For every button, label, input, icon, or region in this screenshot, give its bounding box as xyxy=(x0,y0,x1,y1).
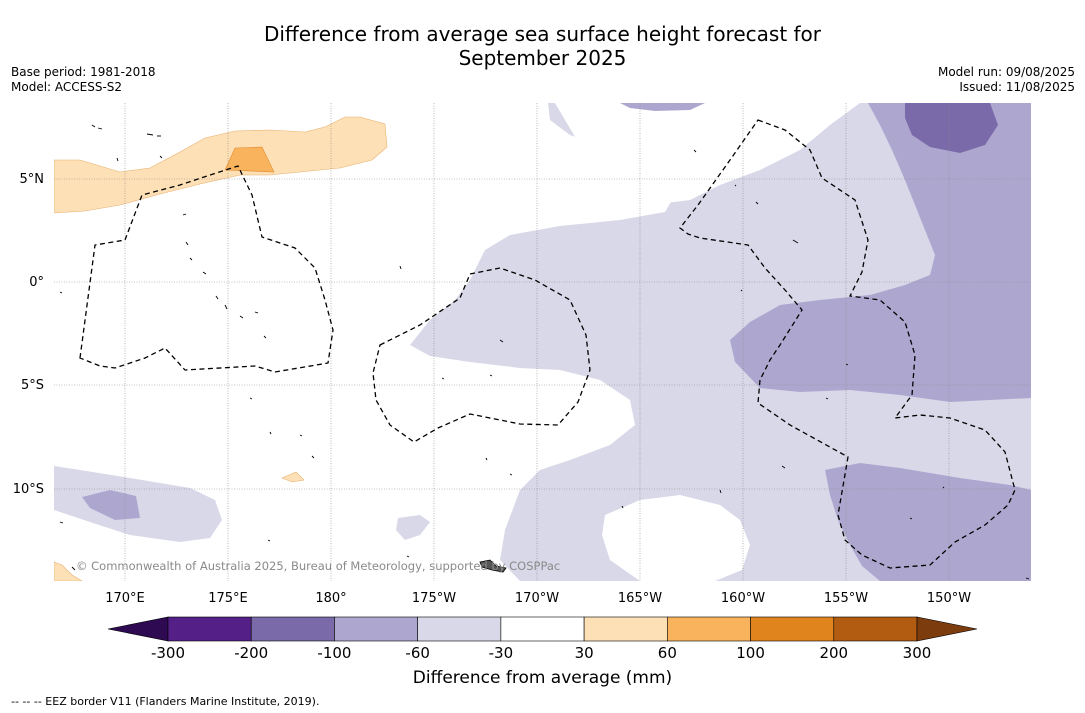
issued-date: Issued: 11/08/2025 xyxy=(959,80,1075,94)
lat-label: 0° xyxy=(29,275,44,290)
colorbar-segment xyxy=(750,616,835,642)
colorbar-segment xyxy=(500,616,585,642)
light-purple-region-sw xyxy=(54,466,222,542)
base-period: Base period: 1981-2018 xyxy=(11,65,156,79)
gridlines xyxy=(54,103,1031,581)
anomaly-medium-purple xyxy=(82,103,1031,581)
anomaly-light-purple xyxy=(54,103,1031,581)
colorbar-segment xyxy=(334,616,418,642)
meta-right: Model run: 09/08/2025 Issued: 11/08/2025 xyxy=(938,65,1075,95)
dark-purple-region xyxy=(905,103,998,153)
title-line-2: September 2025 xyxy=(458,46,627,70)
colorbar-label: 200 xyxy=(819,644,848,662)
lat-tick-labels: 5°N 0° 5°S 10°S xyxy=(13,172,44,497)
colorbar-label: -300 xyxy=(151,644,185,662)
colorbar-segment xyxy=(833,616,918,642)
colorbar-label: 100 xyxy=(736,644,765,662)
light-purple-region-small xyxy=(396,515,430,540)
islands xyxy=(59,124,1030,580)
colorbar-label: 300 xyxy=(903,644,932,662)
lon-label: 175°E xyxy=(208,591,248,606)
title-line-1: Difference from average sea surface heig… xyxy=(263,22,822,46)
meta-left: Base period: 1981-2018 Model: ACCESS-S2 xyxy=(11,65,156,95)
medium-purple-region-se xyxy=(825,463,1031,581)
neutral-hole-north xyxy=(555,103,860,205)
colorbar: -300 -200 -100 -60 -30 30 60 100 200 300 xyxy=(107,616,978,662)
island-samoa xyxy=(479,559,507,573)
light-purple-region-main xyxy=(410,103,1031,581)
colorbar-label: 60 xyxy=(658,644,677,662)
light-orange-region-sw xyxy=(54,561,83,581)
eez-border-kiribati-gilberts xyxy=(79,165,334,373)
lon-label: 175°W xyxy=(412,591,456,606)
lon-tick-labels: 170°E 175°E 180° 175°W 170°W 165°W 160°W… xyxy=(105,591,971,606)
lon-label: 170°W xyxy=(515,591,559,606)
lon-label: 165°W xyxy=(618,591,662,606)
colorbar-label: -30 xyxy=(489,644,514,662)
eez-legend-note: -- -- -- EEZ border V11 (Flanders Marine… xyxy=(11,695,320,708)
lat-label: 5°N xyxy=(20,172,45,187)
colorbar-segment xyxy=(583,616,668,642)
colorbar-segment xyxy=(250,616,335,642)
model-name: Model: ACCESS-S2 xyxy=(11,80,123,94)
lon-label: 150°W xyxy=(927,591,971,606)
eez-borders xyxy=(79,119,1016,569)
light-orange-region-small xyxy=(281,471,305,483)
model-run: Model run: 09/08/2025 xyxy=(937,65,1075,79)
colorbar-segment xyxy=(667,616,751,642)
lat-label: 10°S xyxy=(13,482,44,497)
lon-label: 155°W xyxy=(824,591,868,606)
colorbar-label: 30 xyxy=(575,644,594,662)
map-title: Difference from average sea surface heig… xyxy=(0,22,1085,70)
medium-purple-region-east xyxy=(730,103,1031,402)
colorbar-segment xyxy=(417,616,502,642)
colorbar-over-arrow xyxy=(916,616,978,642)
colorbar-under-arrow xyxy=(107,616,169,642)
anomaly-neutral-holes xyxy=(555,103,860,581)
lon-label: 170°E xyxy=(105,591,145,606)
colorbar-segment xyxy=(167,616,252,642)
neutral-hole-south xyxy=(602,495,750,581)
lat-label: 5°S xyxy=(21,378,44,393)
eez-border-line-islands xyxy=(679,119,1016,569)
colorbar-label: -60 xyxy=(405,644,430,662)
lon-label: 160°W xyxy=(721,591,765,606)
lon-label: 180° xyxy=(315,591,346,606)
anomaly-light-orange xyxy=(54,116,388,581)
light-orange-region-north xyxy=(54,116,388,214)
colorbar-label: -200 xyxy=(234,644,268,662)
colorbar-title: Difference from average (mm) xyxy=(412,668,673,688)
copyright-text: © Commonwealth of Australia 2025, Bureau… xyxy=(76,559,560,573)
colorbar-label: -100 xyxy=(317,644,351,662)
medium-purple-region-sw xyxy=(82,490,140,520)
medium-purple-region-north xyxy=(620,103,705,111)
eez-border-phoenix xyxy=(372,267,591,443)
